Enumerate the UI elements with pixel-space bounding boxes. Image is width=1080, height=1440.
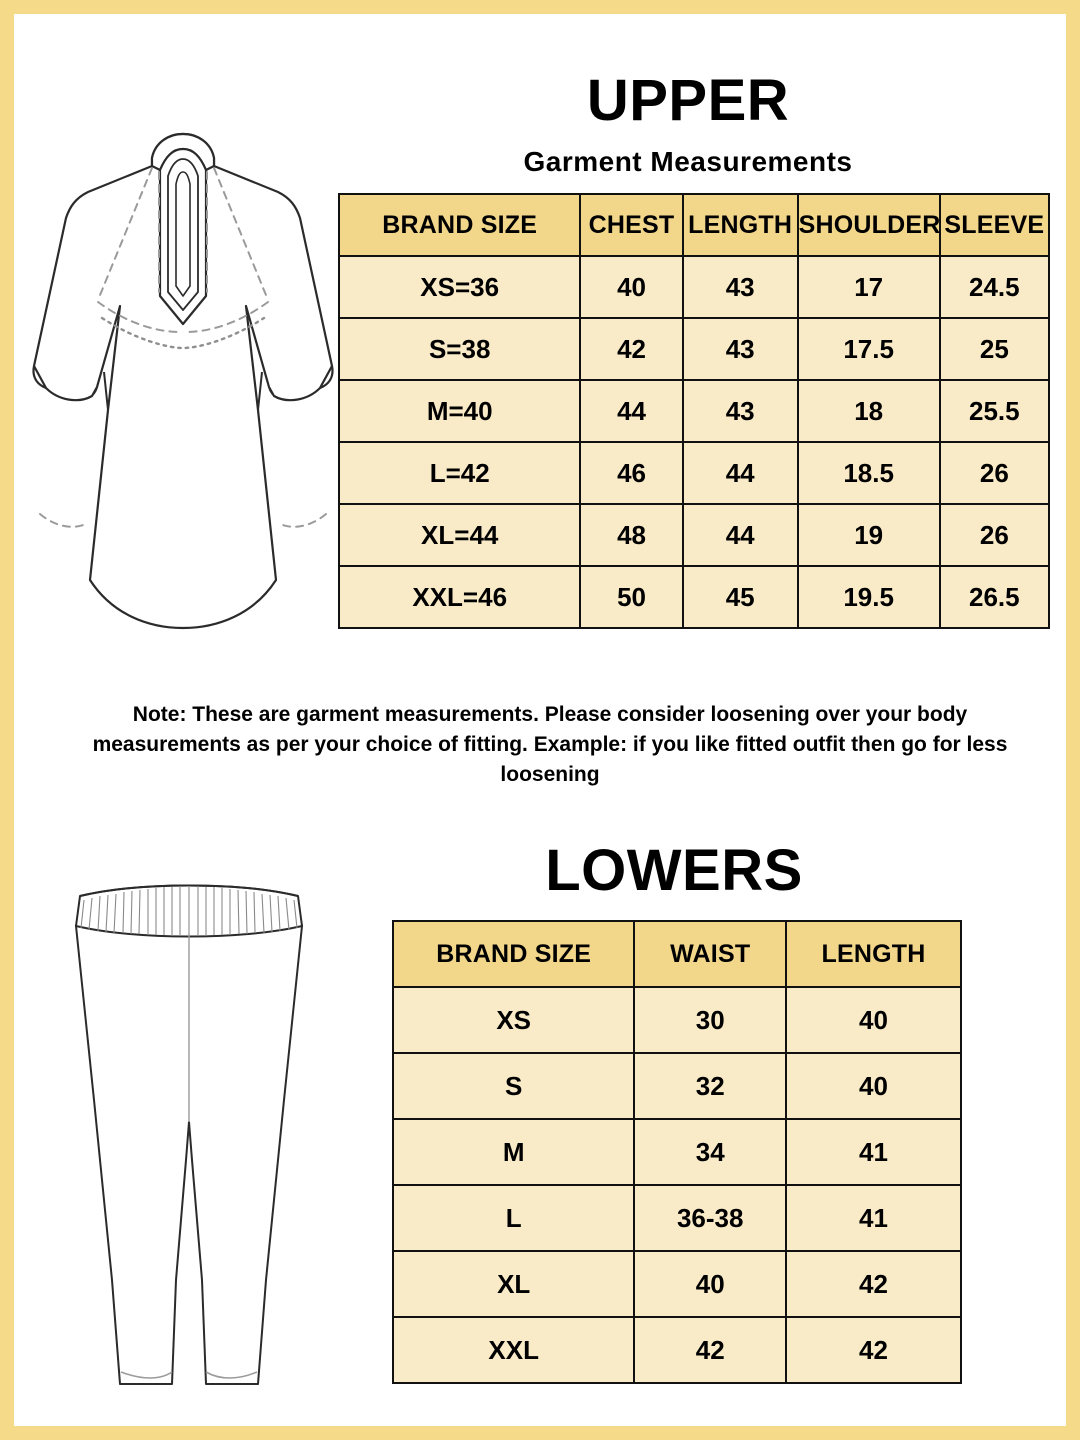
lowers-col-length: LENGTH <box>785 920 962 988</box>
table-row: XXL=46 50 45 19.5 26.5 <box>337 565 1051 629</box>
cell-length: 43 <box>681 255 799 319</box>
cell-chest: 48 <box>579 503 684 567</box>
cell-length: 43 <box>681 379 799 443</box>
cell-waist: 30 <box>633 986 788 1054</box>
cell-length: 42 <box>785 1316 962 1384</box>
table-row: L 36-38 41 <box>391 1184 962 1252</box>
note-line-2: as per your choice of fitting. Example: … <box>246 733 1008 786</box>
cell-length: 45 <box>681 565 799 629</box>
note-line-1: Note: These are garment measurements. Pl… <box>92 703 968 756</box>
cell-brand-size: XL <box>391 1250 636 1318</box>
upper-table-header-row: BRAND SIZE CHEST LENGTH SHOULDER SLEEVE <box>337 193 1051 257</box>
pajama-illustration <box>75 884 303 1385</box>
lowers-section-title: LOWERS <box>545 838 803 903</box>
cell-sleeve: 25 <box>938 317 1051 381</box>
upper-size-table: BRAND SIZE CHEST LENGTH SHOULDER SLEEVE … <box>337 193 1051 629</box>
upper-col-brand-size: BRAND SIZE <box>337 193 582 257</box>
table-row: XXL 42 42 <box>391 1316 962 1384</box>
cell-length: 44 <box>681 503 799 567</box>
cell-length: 41 <box>785 1184 962 1252</box>
table-row: XS 30 40 <box>391 986 962 1054</box>
table-row: S=38 42 43 17.5 25 <box>337 317 1051 381</box>
cell-waist: 32 <box>633 1052 788 1120</box>
cell-brand-size: XS=36 <box>337 255 582 319</box>
measurement-note: Note: These are garment measurements. Pl… <box>74 700 1026 790</box>
cell-brand-size: L=42 <box>337 441 582 505</box>
upper-section-title: UPPER <box>586 68 790 133</box>
lowers-col-waist: WAIST <box>633 920 788 988</box>
cell-chest: 42 <box>579 317 684 381</box>
lowers-table-header-row: BRAND SIZE WAIST LENGTH <box>391 920 962 988</box>
cell-chest: 40 <box>579 255 684 319</box>
cell-shoulder: 18 <box>796 379 941 443</box>
cell-chest: 44 <box>579 379 684 443</box>
cell-shoulder: 17.5 <box>796 317 941 381</box>
cell-sleeve: 26 <box>938 503 1051 567</box>
cell-length: 44 <box>681 441 799 505</box>
upper-col-shoulder: SHOULDER <box>796 193 941 257</box>
cell-brand-size: XXL=46 <box>337 565 582 629</box>
table-row: S 32 40 <box>391 1052 962 1120</box>
kurta-illustration <box>32 132 334 630</box>
table-row: M 34 41 <box>391 1118 962 1186</box>
table-row: XL 40 42 <box>391 1250 962 1318</box>
cell-length: 40 <box>785 986 962 1054</box>
table-row: XS=36 40 43 17 24.5 <box>337 255 1051 319</box>
size-chart-page: UPPER Garment Measurements <box>14 14 1066 1426</box>
cell-length: 42 <box>785 1250 962 1318</box>
cell-length: 41 <box>785 1118 962 1186</box>
cell-chest: 50 <box>579 565 684 629</box>
cell-shoulder: 19.5 <box>796 565 941 629</box>
table-row: M=40 44 43 18 25.5 <box>337 379 1051 443</box>
cell-brand-size: XS <box>391 986 636 1054</box>
cell-sleeve: 25.5 <box>938 379 1051 443</box>
cell-brand-size: M=40 <box>337 379 582 443</box>
cell-brand-size: S <box>391 1052 636 1120</box>
cell-waist: 36-38 <box>633 1184 788 1252</box>
cell-brand-size: XXL <box>391 1316 636 1384</box>
lowers-size-table: BRAND SIZE WAIST LENGTH XS 30 40 S 32 40… <box>391 920 962 1384</box>
table-row: XL=44 48 44 19 26 <box>337 503 1051 567</box>
cell-sleeve: 24.5 <box>938 255 1051 319</box>
cell-waist: 34 <box>633 1118 788 1186</box>
upper-col-chest: CHEST <box>579 193 684 257</box>
upper-col-length: LENGTH <box>681 193 799 257</box>
cell-length: 43 <box>681 317 799 381</box>
cell-brand-size: S=38 <box>337 317 582 381</box>
cell-brand-size: M <box>391 1118 636 1186</box>
table-row: L=42 46 44 18.5 26 <box>337 441 1051 505</box>
cell-sleeve: 26.5 <box>938 565 1051 629</box>
cell-shoulder: 19 <box>796 503 941 567</box>
cell-brand-size: L <box>391 1184 636 1252</box>
cell-brand-size: XL=44 <box>337 503 582 567</box>
cell-chest: 46 <box>579 441 684 505</box>
cell-shoulder: 18.5 <box>796 441 941 505</box>
upper-section-subtitle: Garment Measurements <box>523 146 853 177</box>
cell-sleeve: 26 <box>938 441 1051 505</box>
upper-col-sleeve: SLEEVE <box>938 193 1051 257</box>
lowers-col-brand-size: BRAND SIZE <box>391 920 636 988</box>
cell-length: 40 <box>785 1052 962 1120</box>
cell-waist: 40 <box>633 1250 788 1318</box>
cell-shoulder: 17 <box>796 255 941 319</box>
cell-waist: 42 <box>633 1316 788 1384</box>
